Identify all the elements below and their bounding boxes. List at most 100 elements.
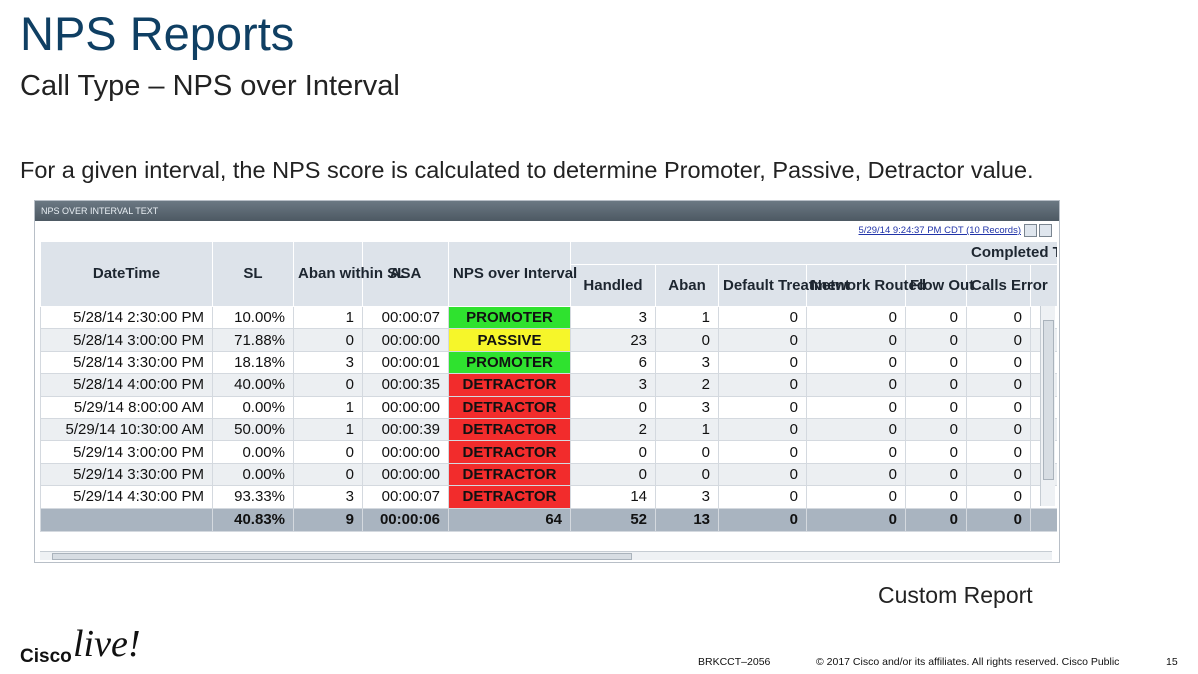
- table-cell: 0.00%: [212, 462, 294, 487]
- total-cell: 13: [655, 507, 719, 532]
- table-cell: 3: [293, 485, 363, 509]
- table-cell: 1: [655, 305, 719, 330]
- table-cell: 0: [718, 462, 807, 487]
- table-cell: 0: [718, 440, 807, 464]
- table-cell: 0: [905, 350, 967, 375]
- table-cell: 0: [806, 305, 906, 330]
- table-cell: 0: [570, 462, 656, 487]
- table-cell: 0: [718, 395, 807, 419]
- table-row: 5/29/14 10:30:00 AM 50.00% 1 00:00:39 DETRAC…: [40, 417, 1057, 442]
- slide-title: NPS Reports: [20, 7, 295, 60]
- table-row: 5/29/14 8:00:00 AM 0.00% 1 00:00:00 DETRACTO…: [40, 395, 1057, 419]
- timestamp-link[interactable]: 5/29/14 9:24:37 PM CDT (10 Records): [858, 225, 1021, 236]
- table-cell: 1: [293, 395, 363, 419]
- table-row: 5/29/14 3:30:00 PM 0.00% 0 00:00:00 DETRACTO…: [40, 462, 1057, 487]
- table-cell: 14: [570, 485, 656, 509]
- column-header: ASA: [362, 241, 449, 307]
- table-cell: 0: [905, 417, 967, 442]
- table-row: 5/28/14 3:00:00 PM 71.88% 0 00:00:00 PASSIVE…: [40, 328, 1057, 352]
- table-cell: 71.88%: [212, 328, 294, 352]
- session-code: BRKCCT–2056: [698, 656, 771, 668]
- table-cell: 3: [655, 350, 719, 375]
- table-row: 5/29/14 4:30:00 PM 93.33% 3 00:00:07 DETRACT…: [40, 485, 1057, 509]
- table-cell: 0: [293, 440, 363, 464]
- table-cell: 10.00%: [212, 305, 294, 330]
- table-viewport: DateTime SL Aban within SL ASA NPS over Inte…: [40, 241, 1057, 533]
- scroll-thumb[interactable]: [1043, 320, 1054, 480]
- scroll-thumb[interactable]: [52, 553, 632, 560]
- nps-cell: DETRACTOR: [448, 485, 571, 509]
- nps-cell: DETRACTOR: [448, 440, 571, 464]
- table-cell: 00:00:01: [362, 350, 449, 375]
- table-cell: 0: [966, 417, 1031, 442]
- table-cell: 5/28/14 4:00:00 PM: [40, 373, 213, 397]
- table-cell: 1: [293, 417, 363, 442]
- total-cell: 52: [570, 507, 656, 532]
- header-row: Handled Aban Default Treatment Network Rout…: [41, 264, 1057, 307]
- table-cell: 0: [718, 350, 807, 375]
- table-cell: 0: [570, 440, 656, 464]
- table-cell: 00:00:35: [362, 373, 449, 397]
- total-cell: 9: [293, 507, 363, 532]
- column-header: SL: [212, 241, 294, 307]
- total-cell: 40.83%: [212, 507, 294, 532]
- table-cell: 0: [806, 395, 906, 419]
- total-cell: 0: [966, 507, 1031, 532]
- column-header: Aban within SL: [293, 241, 406, 307]
- column-header: DateTime: [40, 241, 213, 307]
- table-cell: 0: [966, 373, 1031, 397]
- column-header: NPS over Interval: [448, 241, 577, 307]
- table-cell: 0.00%: [212, 395, 294, 419]
- table-cell: 0: [806, 462, 906, 487]
- table-cell: 0: [806, 485, 906, 509]
- table-cell: 2: [655, 373, 719, 397]
- copyright: © 2017 Cisco and/or its affiliates. All …: [816, 656, 1120, 668]
- table-cell: 3: [655, 485, 719, 509]
- table-cell: 0: [966, 462, 1031, 487]
- table-cell: 5/28/14 3:30:00 PM: [40, 350, 213, 375]
- table-cell: 0.00%: [212, 440, 294, 464]
- table-cell: 0: [905, 440, 967, 464]
- table-cell: 0: [966, 485, 1031, 509]
- table-cell: 0: [718, 417, 807, 442]
- report-panel: NPS OVER INTERVAL TEXT 5/29/14 9:24:37 P…: [34, 200, 1060, 563]
- table-cell: 0: [905, 328, 967, 352]
- table-cell: 1: [293, 305, 363, 330]
- table-cell: 93.33%: [212, 485, 294, 509]
- table-cell: 0: [718, 305, 807, 330]
- table-cell: 23: [570, 328, 656, 352]
- table-cell: 0: [293, 373, 363, 397]
- table-cell: 0: [966, 350, 1031, 375]
- table-cell: 0: [806, 417, 906, 442]
- table-cell: 0: [966, 395, 1031, 419]
- table-cell: 0: [806, 373, 906, 397]
- refresh-button[interactable]: [1039, 224, 1052, 237]
- table-row: 5/29/14 3:00:00 PM 0.00% 0 00:00:00 DETRACTO…: [40, 440, 1057, 464]
- table-row: 5/28/14 2:30:00 PM 10.00% 1 00:00:07 PROMOTE…: [40, 305, 1057, 330]
- table-cell: 0: [905, 395, 967, 419]
- slide-subtitle: Call Type – NPS over Interval: [20, 70, 400, 102]
- horizontal-scrollbar[interactable]: [40, 551, 1052, 560]
- table-cell: 0: [905, 305, 967, 330]
- table-cell: 50.00%: [212, 417, 294, 442]
- table-cell: 00:00:00: [362, 395, 449, 419]
- table-cell: 0: [966, 305, 1031, 330]
- checkbox[interactable]: [1024, 224, 1037, 237]
- nps-cell: DETRACTOR: [448, 417, 571, 442]
- table-cell: 00:00:07: [362, 485, 449, 509]
- table-cell: 5/29/14 8:00:00 AM: [40, 395, 213, 419]
- table-cell: 5/29/14 4:30:00 PM: [40, 485, 213, 509]
- table-cell: 0: [905, 373, 967, 397]
- vertical-scrollbar[interactable]: [1040, 306, 1055, 506]
- table-row: 5/28/14 4:00:00 PM 40.00% 0 00:00:35 DETRACT…: [40, 373, 1057, 397]
- column-header: Calls Error: [966, 264, 1048, 307]
- table-cell: 40.00%: [212, 373, 294, 397]
- totals-row: 40.83% 9 00:00:06 64 52 13 0 0 0 0: [40, 507, 1057, 532]
- table-cell: 3: [293, 350, 363, 375]
- description: For a given interval, the NPS score is c…: [20, 157, 1034, 183]
- caption: Custom Report: [878, 582, 1033, 608]
- table-cell: 5/28/14 3:00:00 PM: [40, 328, 213, 352]
- table-cell: 0: [293, 328, 363, 352]
- table-cell: 0: [570, 395, 656, 419]
- table-cell: 0: [293, 462, 363, 487]
